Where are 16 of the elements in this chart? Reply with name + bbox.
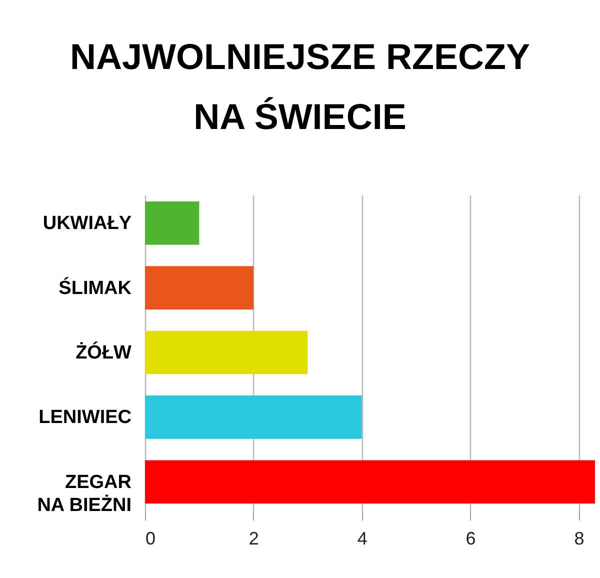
- x-tick-label: 4: [357, 528, 368, 548]
- x-tick-label: 8: [574, 528, 584, 548]
- bar: [145, 201, 200, 245]
- chart-title: NAJWOLNIEJSZE RZECZY NA ŚWIECIE: [70, 36, 530, 137]
- y-tick-label: ŻÓŁW: [76, 342, 132, 364]
- x-tick-label: 2: [248, 528, 259, 548]
- y-tick-label: UKWIAŁY: [42, 213, 132, 234]
- y-tick-label: ZEGAR NA BIEŻNI: [37, 472, 132, 516]
- bar: [145, 330, 308, 374]
- x-tick-label: 0: [146, 528, 156, 548]
- bar: [145, 460, 595, 504]
- y-tick-label: ŚLIMAK: [58, 276, 132, 299]
- y-tick-label: LENIWIEC: [38, 407, 132, 428]
- bar: [145, 266, 254, 310]
- x-tick-label: 6: [466, 528, 476, 548]
- bar: [145, 396, 362, 439]
